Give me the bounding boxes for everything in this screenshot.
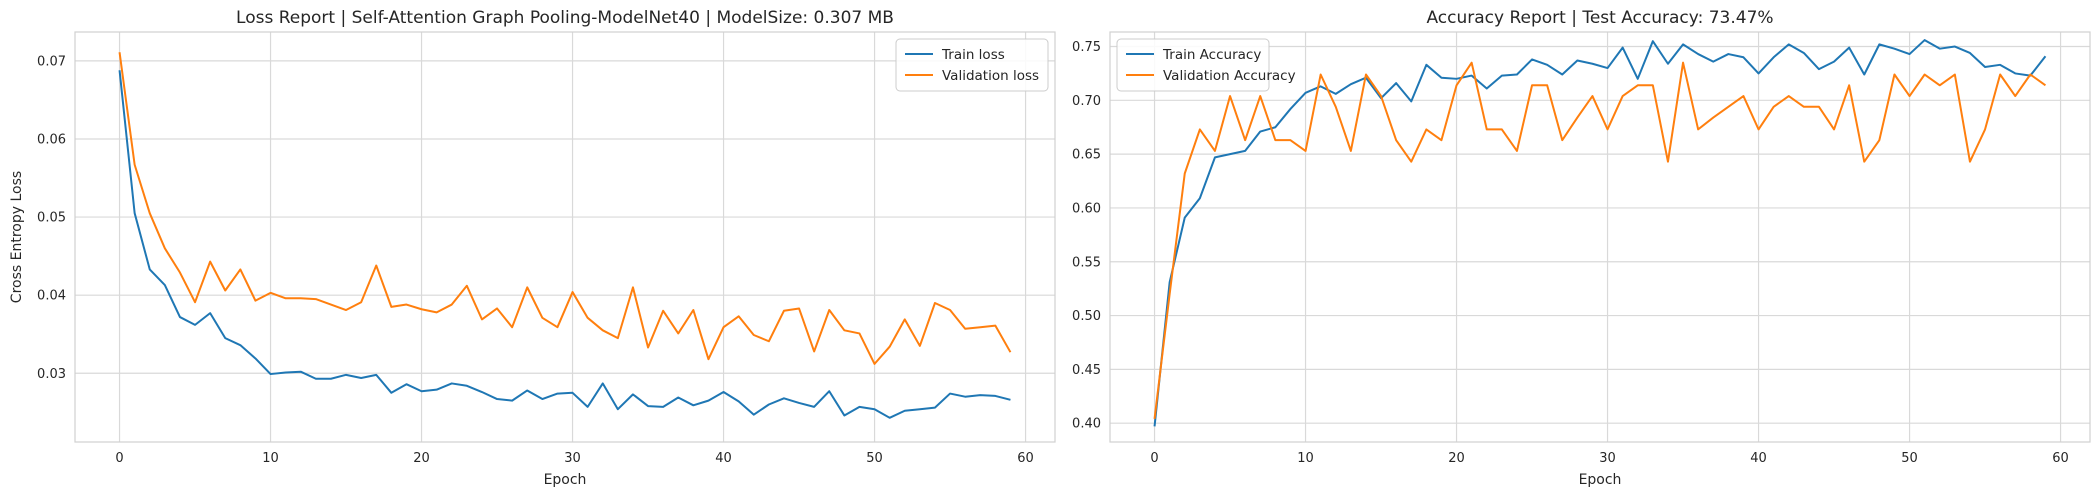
x-tick-label: 50 (1901, 451, 1918, 466)
y-tick-label: 0.70 (1072, 94, 1101, 109)
legend-label-1: Train loss (941, 47, 1005, 63)
x-axis-label: Epoch (544, 472, 587, 488)
y-tick-label: 0.06 (37, 132, 66, 147)
y-tick-label: 0.60 (1072, 201, 1101, 216)
chart-title: Loss Report | Self-Attention Graph Pooli… (236, 8, 894, 28)
x-tick-label: 40 (1750, 451, 1767, 466)
x-tick-label: 0 (1150, 451, 1158, 466)
y-tick-label: 0.04 (37, 289, 66, 304)
series-line-2 (118, 52, 1012, 365)
chart-panel-2: 0 10 20 30 40 50 60 0.40 0.45 0.50 0.55 0.60 0.65 0.7… (1072, 8, 2091, 488)
x-tick-label: 30 (564, 451, 581, 466)
x-tick-label: 0 (115, 451, 123, 466)
gridlines (1110, 32, 2090, 442)
x-tick-label: 20 (413, 451, 430, 466)
x-tick-label: 60 (1017, 451, 1034, 466)
x-tick-label: 50 (866, 451, 883, 466)
x-tick-label: 10 (262, 451, 279, 466)
y-tick-label: 0.55 (1072, 255, 1101, 270)
y-tick-label: 0.07 (37, 54, 66, 69)
legend-label-2: Validation loss (942, 68, 1039, 84)
x-tick-label: 10 (1297, 451, 1314, 466)
y-tick-label: 0.65 (1072, 148, 1101, 163)
y-tick-label: 0.50 (1072, 309, 1101, 324)
legend-label-2: Validation Accuracy (1163, 68, 1296, 84)
x-tick-label: 60 (2052, 451, 2069, 466)
series-line-2 (1153, 61, 2047, 419)
y-axis-label: Cross Entropy Loss (9, 171, 25, 303)
legend-box (1116, 38, 1270, 92)
x-tick-label: 30 (1599, 451, 1616, 466)
series-line-1 (118, 70, 1011, 419)
chart-title: Accuracy Report | Test Accuracy: 73.47% (1426, 8, 1773, 28)
y-tick-label: 0.40 (1072, 417, 1101, 432)
legend-label-1: Train Accuracy (1162, 47, 1261, 63)
y-tick-label: 0.75 (1072, 40, 1101, 55)
plot-area (1110, 32, 2090, 442)
chart-panel-1: 0 10 20 30 40 50 60 0.03 0.04 0.05 0.06 0.07 Loss Re… (9, 8, 1056, 488)
x-tick-label: 20 (1448, 451, 1465, 466)
x-tick-label: 40 (715, 451, 732, 466)
y-tick-label: 0.05 (37, 211, 66, 226)
y-tick-label: 0.03 (37, 367, 66, 382)
gridlines (75, 32, 1055, 442)
plot-frame (74, 31, 1056, 443)
y-tick-label: 0.45 (1072, 363, 1101, 378)
series-line-1 (1153, 39, 2047, 427)
x-axis-label: Epoch (1579, 472, 1622, 488)
plot-frame (1109, 31, 2091, 443)
legend-box (895, 38, 1049, 92)
plot-area (75, 32, 1055, 442)
legend: Train loss Validation loss (895, 38, 1049, 92)
legend: Train Accuracy Validation Accuracy (1116, 38, 1296, 92)
